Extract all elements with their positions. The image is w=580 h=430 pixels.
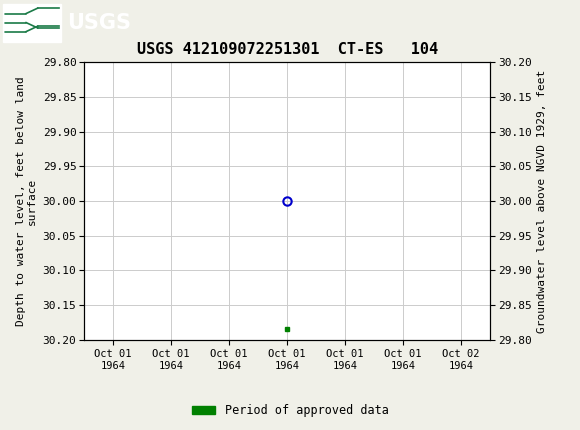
Title: USGS 412109072251301  CT-ES   104: USGS 412109072251301 CT-ES 104 — [136, 42, 438, 57]
Y-axis label: Depth to water level, feet below land
surface: Depth to water level, feet below land su… — [16, 76, 37, 326]
Text: USGS: USGS — [67, 12, 130, 33]
Bar — [3, 3, 61, 42]
Legend: Period of approved data: Period of approved data — [187, 399, 393, 422]
Y-axis label: Groundwater level above NGVD 1929, feet: Groundwater level above NGVD 1929, feet — [537, 69, 547, 333]
